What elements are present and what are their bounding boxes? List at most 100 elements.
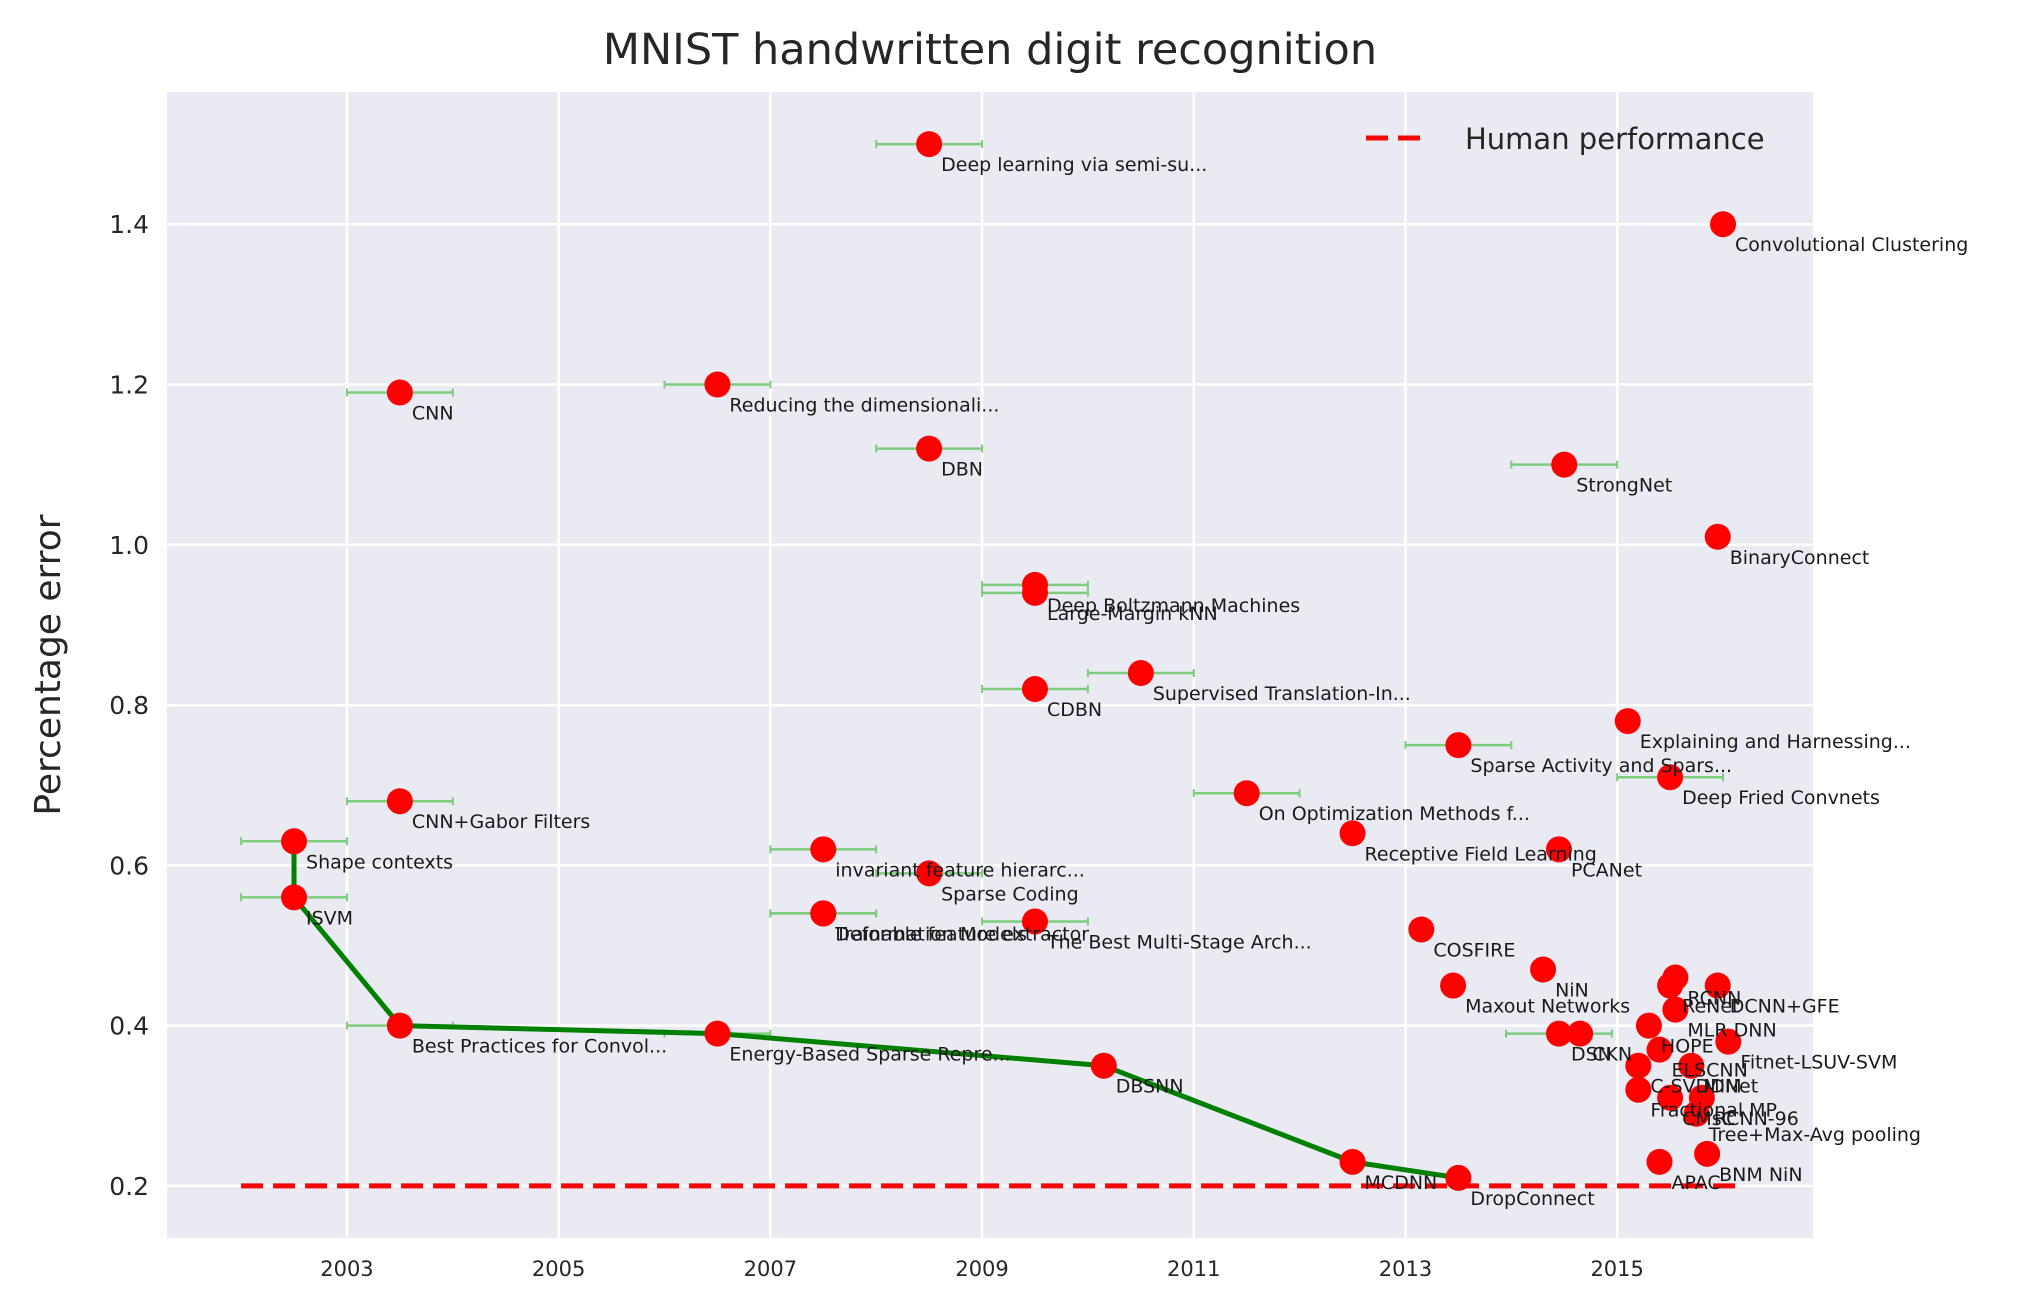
point-label-dbsnn: DBSNN	[1116, 1076, 1184, 1098]
legend-label-human-performance: Human performance	[1465, 122, 1765, 156]
point-label-tree-max-avg-pooling: Tree+Max-Avg pooling	[1708, 1124, 1921, 1146]
point-cnn	[386, 379, 413, 406]
point-isvm	[281, 884, 308, 911]
x-tick-label: 2011	[1167, 1257, 1220, 1281]
x-tick-label: 2013	[1379, 1257, 1432, 1281]
point-label-cosfire: COSFIRE	[1433, 939, 1515, 961]
point-maxout-networks	[1440, 972, 1467, 999]
point-label-deep-learning-via-semi-su: Deep learning via semi-su...	[941, 154, 1207, 176]
point-label-isvm: ISVM	[306, 907, 353, 929]
point-label-the-best-multi-stage-arch: The Best Multi-Stage Arch...	[1046, 931, 1312, 953]
y-axis-label: Percentage error	[28, 514, 69, 815]
point-cnn-gabor-filters	[386, 788, 413, 815]
point-trainable-feature-extractor	[810, 900, 837, 927]
x-tick-label: 2015	[1590, 1257, 1643, 1281]
point-mim	[1678, 1052, 1705, 1079]
chart-title: MNIST handwritten digit recognition	[603, 25, 1377, 75]
x-tick-label: 2003	[320, 1257, 373, 1281]
point-label-cdbn: CDBN	[1047, 699, 1102, 721]
point-ckn	[1567, 1020, 1594, 1047]
point-label-invariant-feature-hierarc: invariant feature hierarc...	[835, 859, 1085, 881]
point-label-rcnn-96: RCNN-96	[1714, 1108, 1799, 1130]
point-energy-based-sparse-repre	[704, 1020, 731, 1047]
point-the-best-multi-stage-arch	[1021, 908, 1048, 935]
point-label-trainable-feature-extractor: Trainable feature extractor	[834, 923, 1089, 945]
x-tick-label: 2005	[532, 1257, 585, 1281]
point-on-optimization-methods-f	[1233, 780, 1260, 807]
point-shape-contexts	[281, 828, 308, 855]
point-invariant-feature-hierarc	[810, 836, 837, 863]
point-label-dsn: DSN	[1571, 1044, 1612, 1066]
point-dbsnn	[1090, 1052, 1117, 1079]
point-label-cnn-gabor-filters: CNN+Gabor Filters	[412, 811, 590, 833]
point-label-sparse-activity-and-spars: Sparse Activity and Spars...	[1470, 755, 1732, 777]
y-tick-label: 0.8	[109, 691, 149, 720]
point-rcnn	[1662, 964, 1689, 991]
y-tick-label: 0.4	[109, 1012, 149, 1041]
y-tick-label: 0.6	[109, 851, 149, 880]
point-label-cnn: CNN	[412, 403, 454, 425]
point-label-energy-based-sparse-repre: Energy-Based Sparse Repre...	[729, 1044, 1010, 1066]
point-label-nin: NiN	[1555, 980, 1589, 1002]
point-convolutional-clustering	[1710, 211, 1737, 238]
point-label-cmsc: CMsC	[1682, 1108, 1735, 1130]
legend: Human performance	[1366, 122, 1765, 156]
point-cdbn	[1021, 676, 1048, 703]
y-tick-labels: 0.2 0.4 0.6 0.8 1.0 1.2 1.4	[109, 210, 149, 1201]
point-fractional-mp	[1625, 1076, 1652, 1103]
point-label-dbn: DBN	[941, 459, 983, 481]
point-label-deep-boltzmann-machines: Deep Boltzmann Machines	[1047, 595, 1300, 617]
point-label-dcnn-gfe: DCNN+GFE	[1730, 996, 1840, 1018]
point-sparse-coding	[916, 860, 943, 887]
point-nin	[1530, 956, 1557, 983]
point-label-explaining-and-harnessing: Explaining and Harnessing...	[1640, 731, 1911, 753]
point-label-c-svddnet: C-SVDDNet	[1650, 1076, 1758, 1098]
point-explaining-and-harnessing	[1614, 708, 1641, 735]
point-label-best-practices-for-convol: Best Practices for Convol...	[412, 1036, 667, 1058]
point-label-deformation-models: Deformation Models	[835, 923, 1027, 945]
point-label-receptive-field-learning: Receptive Field Learning	[1365, 843, 1597, 865]
point-label-supervised-translation-in: Supervised Translation-In...	[1153, 683, 1411, 705]
point-label-rcnn: RCNN	[1687, 988, 1741, 1010]
y-tick-label: 1.4	[109, 210, 149, 239]
point-label-ckn: CKN	[1592, 1044, 1632, 1066]
point-label-convolutional-clustering: Convolutional Clustering	[1735, 234, 1968, 256]
point-binaryconnect	[1704, 523, 1731, 550]
point-label-sparse-coding: Sparse Coding	[941, 883, 1079, 905]
point-label-deep-fried-convnets: Deep Fried Convnets	[1682, 787, 1880, 809]
point-label-fitnet-lsuv-svm: Fitnet-LSUV-SVM	[1740, 1052, 1897, 1074]
point-elscnn	[1646, 1036, 1673, 1063]
point-dsn	[1545, 1020, 1572, 1047]
point-receptive-field-learning	[1339, 820, 1366, 847]
point-label-pcanet: PCANet	[1571, 859, 1642, 881]
point-cmsc	[1657, 1084, 1684, 1111]
point-mcdnn	[1339, 1148, 1366, 1175]
point-rcnn-96	[1688, 1084, 1715, 1111]
point-label-large-margin-knn: Large-Margin kNN	[1047, 603, 1218, 625]
point-label-bnm-nin: BNM NiN	[1719, 1164, 1802, 1186]
point-mlr-dnn	[1662, 996, 1689, 1023]
point-deep-learning-via-semi-su	[916, 131, 943, 158]
point-label-shape-contexts: Shape contexts	[306, 851, 453, 873]
point-label-reducing-the-dimensionali: Reducing the dimensionali...	[729, 395, 999, 417]
data-points	[281, 131, 1742, 1191]
point-large-margin-knn	[1021, 579, 1048, 606]
grid	[167, 92, 1813, 1238]
point-label-mlr-dnn: MLR DNN	[1687, 1020, 1776, 1042]
point-dcnn-gfe	[1704, 972, 1731, 999]
point-dropconnect	[1445, 1164, 1472, 1191]
y-tick-label: 0.2	[109, 1172, 149, 1201]
point-pcanet	[1545, 836, 1572, 863]
point-label-renet: ReNet	[1682, 996, 1739, 1018]
point-dbn	[916, 435, 943, 462]
x-tick-label: 2009	[955, 1257, 1008, 1281]
point-label-dropconnect: DropConnect	[1470, 1188, 1594, 1210]
point-label-on-optimization-methods-f: On Optimization Methods f...	[1259, 803, 1530, 825]
point-c-svddnet	[1625, 1052, 1652, 1079]
point-hope	[1635, 1012, 1662, 1039]
point-reducing-the-dimensionali	[704, 371, 731, 398]
point-deep-fried-convnets	[1657, 764, 1684, 791]
point-best-practices-for-convol	[386, 1012, 413, 1039]
point-label-hope: HOPE	[1661, 1036, 1714, 1058]
point-label-binaryconnect: BinaryConnect	[1730, 547, 1870, 569]
